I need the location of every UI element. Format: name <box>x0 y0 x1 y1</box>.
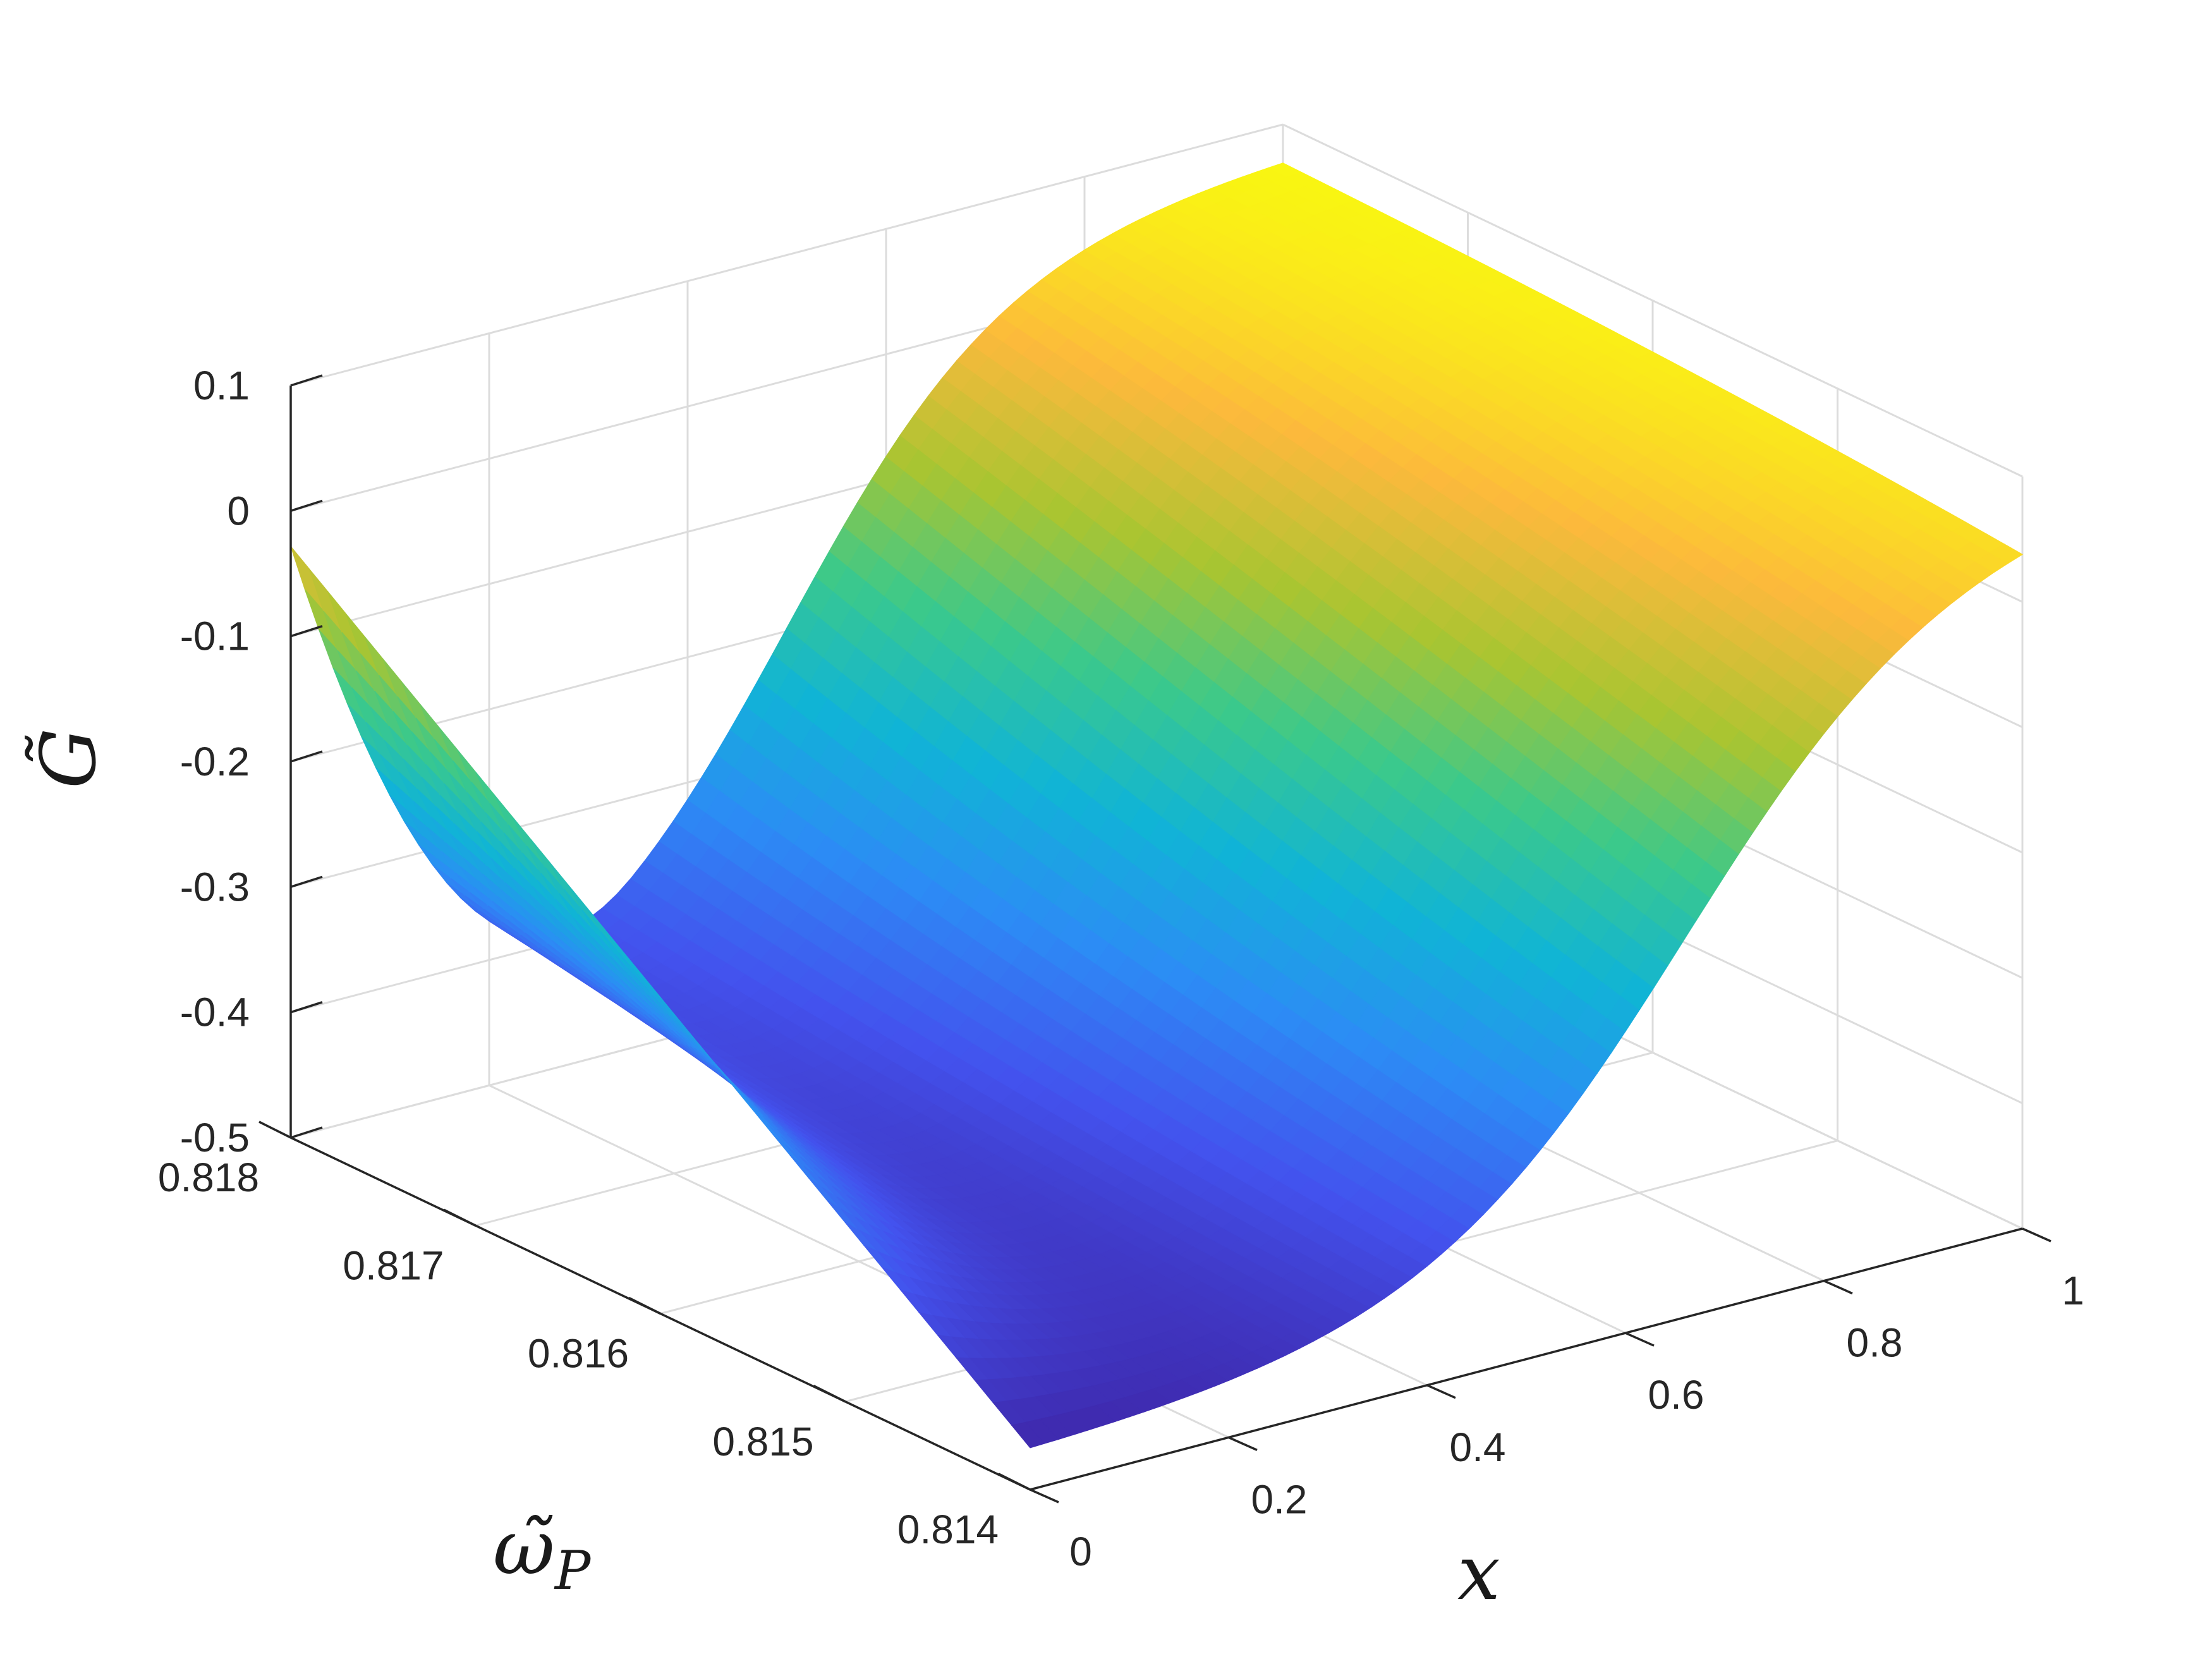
z-tick <box>290 499 323 513</box>
w-tick-label: 0.814 <box>897 1507 999 1552</box>
z-tick <box>290 624 323 638</box>
z-tick-label: -0.2 <box>180 739 250 784</box>
surface <box>290 162 2024 1449</box>
x-axis-title: x <box>1457 1529 1500 1617</box>
x-tick <box>1426 1384 1456 1399</box>
w-tick-label: 0.817 <box>343 1243 444 1288</box>
z-tick-label: -0.3 <box>180 864 250 909</box>
x-tick-label: 1 <box>2062 1268 2084 1313</box>
z-tick-label: 0.1 <box>193 363 250 408</box>
z-tick <box>290 750 323 763</box>
z-tick <box>290 1000 323 1014</box>
surface-patch <box>290 546 324 611</box>
x-tick <box>1030 1488 1059 1504</box>
z-tick <box>290 374 323 387</box>
z-tick-label: 0 <box>227 488 250 533</box>
z-tick <box>290 875 323 889</box>
z-axis-title: G̃ <box>25 728 113 789</box>
x-tick-label: 0.2 <box>1251 1476 1308 1522</box>
w-tick-label: 0.816 <box>528 1331 629 1376</box>
z-tick-label: -0.4 <box>180 990 250 1035</box>
w-axis-title-sub: P <box>554 1540 592 1601</box>
x-axis-line <box>1030 1227 2023 1491</box>
x-tick-label: 0.6 <box>1648 1372 1705 1418</box>
grid-line-back-wall-z <box>290 123 1284 387</box>
axes-layer <box>258 374 2051 1504</box>
w-tick <box>628 1296 661 1315</box>
z-tick-label: -0.5 <box>180 1115 250 1160</box>
w-tick <box>998 1473 1031 1491</box>
w-tick-label: 0.818 <box>158 1155 259 1200</box>
x-tick <box>1228 1436 1258 1451</box>
w-tick-label: 0.815 <box>712 1419 813 1464</box>
label-layer: 00.20.40.60.810.8140.8150.8160.8170.818-… <box>25 363 2084 1617</box>
x-tick-label: 0.8 <box>1847 1320 1903 1366</box>
surface-patch <box>1989 543 2024 564</box>
w-tick <box>813 1385 846 1403</box>
w-axis-title: ω̃P <box>493 1504 592 1601</box>
x-tick-label: 0.4 <box>1450 1425 1506 1470</box>
x-tick <box>1823 1280 1853 1295</box>
x-tick <box>1625 1332 1655 1347</box>
w-tick <box>443 1208 477 1227</box>
w-tick <box>258 1121 291 1139</box>
w-axis-title-main: ω̃ <box>493 1504 555 1592</box>
x-tick <box>2022 1227 2051 1243</box>
z-tick-label: -0.1 <box>180 614 250 659</box>
x-tick-label: 0 <box>1069 1529 1092 1574</box>
z-tick <box>290 1126 323 1139</box>
